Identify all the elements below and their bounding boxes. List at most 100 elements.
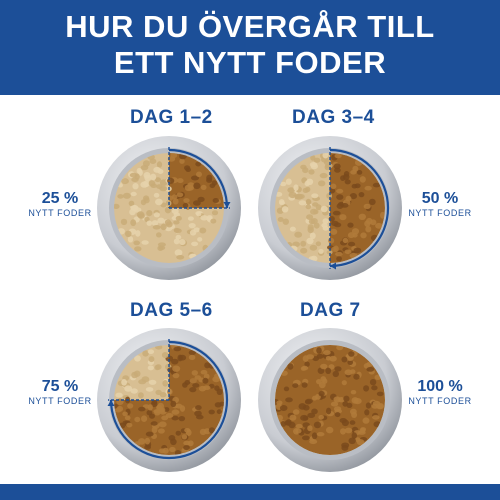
kibble (315, 204, 322, 211)
kibble (344, 249, 352, 255)
kibble (320, 363, 328, 370)
kibble (370, 219, 377, 226)
kibble (372, 415, 380, 420)
kibble (294, 231, 303, 238)
kibble (325, 356, 332, 361)
kibble (165, 221, 173, 228)
kibble (343, 171, 350, 177)
kibble (165, 413, 174, 418)
kibble (173, 238, 180, 245)
kibble (315, 241, 322, 247)
kibble (309, 439, 318, 445)
kibble (351, 183, 358, 189)
progress-arc (168, 148, 229, 209)
kibble (334, 153, 342, 159)
kibble (293, 184, 299, 191)
kibble (141, 240, 149, 245)
kibble (345, 195, 352, 202)
kibble (130, 388, 138, 394)
kibble (196, 414, 204, 420)
kibble (173, 346, 182, 352)
kibble (306, 199, 312, 205)
kibble (309, 244, 318, 251)
kibble (310, 218, 318, 225)
kibble (330, 401, 339, 407)
kibble (356, 439, 365, 446)
kibble (316, 432, 325, 437)
kibble (376, 391, 384, 397)
kibble (216, 388, 223, 395)
kibble (333, 406, 342, 412)
stage-4-day: DAG 7 (300, 300, 361, 321)
kibble (292, 383, 299, 388)
kibble (279, 405, 288, 411)
kibble (134, 416, 141, 423)
kibble (202, 385, 211, 390)
stage-2-percentage: 50 % NYTT FODER (400, 190, 480, 219)
kibble (302, 415, 309, 421)
kibble (141, 415, 148, 422)
kibble (347, 359, 353, 365)
stage-1-percent-label: NYTT FODER (28, 208, 92, 218)
kibble (176, 192, 184, 198)
kibble (170, 400, 177, 408)
kibble (309, 162, 318, 168)
kibble (146, 220, 153, 226)
kibble (289, 226, 296, 232)
food-bowl-graphic (258, 136, 402, 280)
kibble (372, 182, 381, 188)
kibble (127, 403, 134, 409)
kibble (179, 158, 185, 164)
kibble (288, 191, 297, 199)
kibble (341, 444, 349, 451)
kibble (136, 211, 145, 218)
kibble (148, 356, 155, 363)
kibble (199, 227, 207, 234)
kibble (197, 237, 203, 242)
kibble (183, 198, 190, 203)
kibble (333, 245, 339, 253)
kibble (334, 412, 341, 418)
kibble (179, 239, 186, 246)
kibble (158, 421, 167, 428)
kibble (283, 386, 290, 392)
kibble (365, 402, 372, 409)
kibble (183, 440, 191, 446)
kibble (206, 177, 213, 183)
kibble (170, 438, 177, 446)
kibble (302, 435, 310, 441)
kibble (200, 369, 208, 375)
stage-1-bowl (94, 133, 244, 283)
kibble (120, 218, 128, 226)
kibble (143, 172, 151, 179)
kibble (173, 227, 180, 233)
kibble (306, 354, 315, 360)
kibble (171, 358, 179, 365)
kibble (130, 191, 137, 197)
kibble (171, 415, 179, 421)
kibble (333, 396, 341, 403)
kibble (336, 203, 344, 209)
kibble (328, 237, 335, 244)
kibble (353, 398, 362, 405)
kibble (351, 228, 360, 235)
kibble (141, 376, 150, 383)
food-bowl-graphic (258, 328, 402, 472)
kibble (172, 373, 180, 379)
stage-3-day: DAG 5–6 (130, 300, 213, 321)
kibble (330, 183, 337, 190)
kibble (285, 397, 293, 403)
kibble (292, 409, 300, 415)
kibble (362, 417, 370, 424)
kibble (143, 195, 150, 201)
kibble (195, 405, 202, 411)
kibble (138, 406, 146, 412)
kibble (147, 365, 154, 371)
kibble (344, 179, 351, 185)
kibble (380, 211, 385, 219)
kibble (358, 192, 365, 198)
kibble (300, 240, 307, 247)
kibble (128, 200, 135, 207)
kibble (348, 241, 356, 247)
kibble (154, 364, 160, 371)
